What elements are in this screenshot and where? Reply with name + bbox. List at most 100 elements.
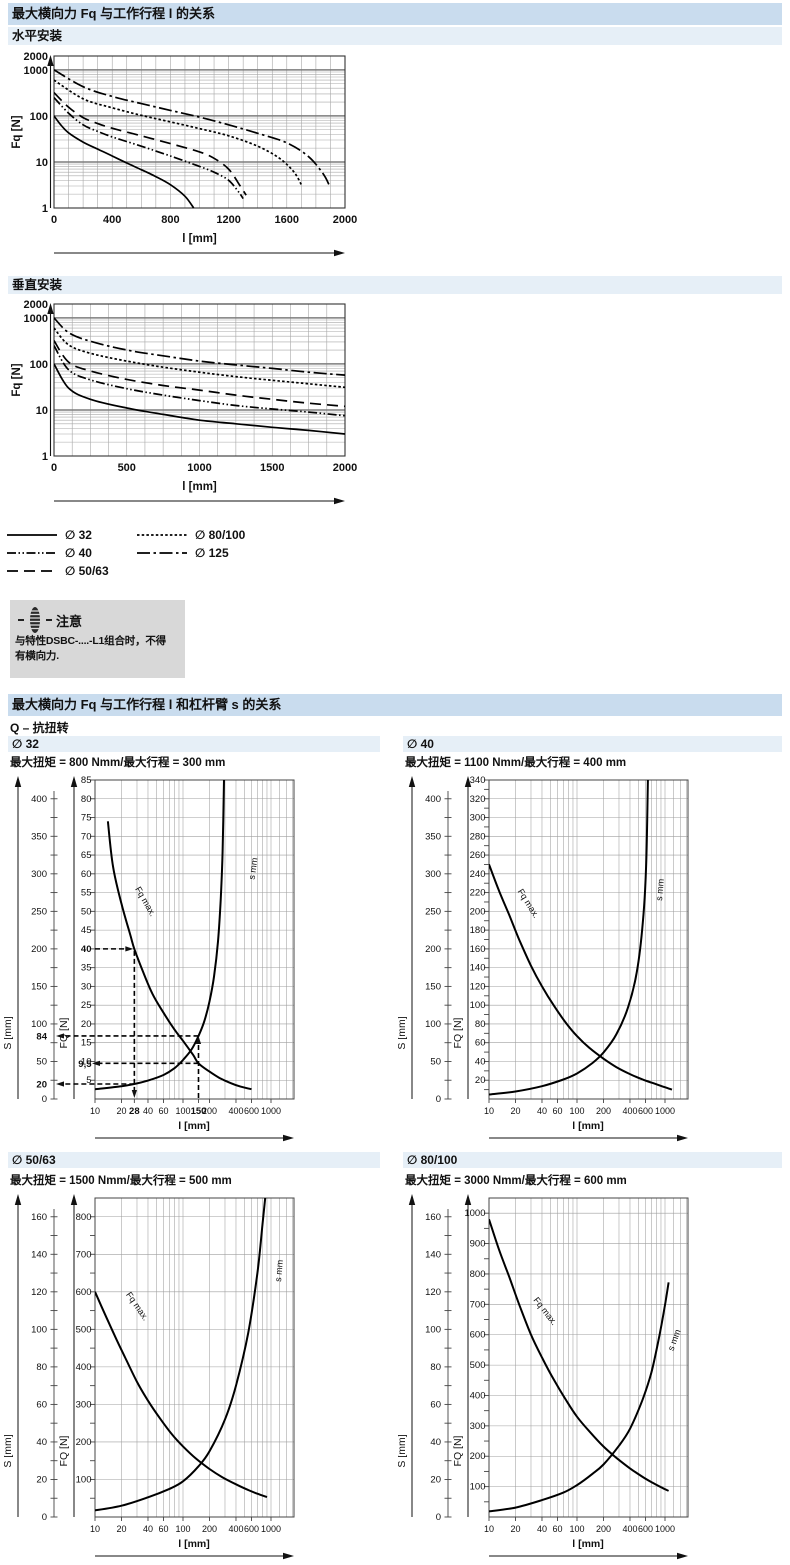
svg-text:l [mm]: l [mm] — [182, 233, 217, 245]
chart-caption-d32: 最大扭矩 = 800 Nmm/最大行程 = 300 mm — [10, 757, 226, 769]
svg-text:40: 40 — [430, 1437, 441, 1448]
svg-text:40: 40 — [81, 944, 92, 955]
svg-text:160: 160 — [470, 944, 486, 955]
svg-text:FQ [N]: FQ [N] — [58, 1435, 70, 1466]
svg-text:Fq max.: Fq max. — [516, 887, 542, 920]
q32-plot: 0501001502002503003504008420S [mm]510152… — [2, 775, 295, 1142]
line-style-dashdot-icon — [137, 552, 187, 554]
subheader-anti-rotation: Q – 抗扭转 — [10, 721, 69, 735]
svg-text:20: 20 — [36, 1474, 47, 1485]
svg-text:180: 180 — [470, 925, 486, 936]
legend-item-d40: ∅ 40 — [6, 546, 92, 560]
chart-caption-d80100: 最大扭矩 = 3000 Nmm/最大行程 = 600 mm — [405, 1175, 627, 1187]
svg-text:300: 300 — [31, 869, 47, 880]
svg-text:340: 340 — [470, 775, 486, 786]
note-line-2: 有横向力. — [15, 650, 59, 662]
svg-text:700: 700 — [470, 1299, 486, 1310]
svg-text:40: 40 — [143, 1106, 153, 1116]
legend-label: ∅ 80/100 — [195, 528, 246, 542]
svg-text:700: 700 — [76, 1249, 92, 1260]
svg-text:0: 0 — [436, 1512, 441, 1523]
svg-text:1600: 1600 — [275, 214, 299, 226]
horizontal-mounting-chart: 2000 1000 100 10 1 Fq [N] 0 400 800 1200 1600 2000 l… — [4, 48, 360, 269]
svg-text:140: 140 — [470, 963, 486, 974]
svg-text:0: 0 — [51, 214, 57, 226]
svg-text:200: 200 — [596, 1106, 611, 1116]
section-title-fq-vs-stroke: 最大横向力 Fq 与工作行程 l 的关系 — [8, 3, 782, 25]
svg-text:50: 50 — [36, 1056, 47, 1067]
svg-text:1: 1 — [42, 451, 48, 463]
legend-item-d5063: ∅ 50/63 — [6, 564, 109, 578]
svg-text:0: 0 — [42, 1512, 47, 1523]
svg-text:Fq [N]: Fq [N] — [11, 363, 23, 396]
svg-text:400: 400 — [425, 794, 441, 805]
svg-text:85: 85 — [81, 775, 92, 786]
svg-text:600: 600 — [244, 1106, 259, 1116]
q5063-plot: 0 20 40 60 80 100 120 140 160 S [mm] 100 200 300 400 5… — [2, 1194, 295, 1560]
svg-text:20: 20 — [116, 1106, 126, 1116]
svg-text:45: 45 — [81, 925, 92, 936]
svg-text:400: 400 — [76, 1362, 92, 1373]
svg-text:200: 200 — [76, 1437, 92, 1448]
svg-text:60: 60 — [475, 1038, 486, 1049]
svg-text:100: 100 — [76, 1474, 92, 1485]
svg-text:28: 28 — [129, 1106, 140, 1117]
svg-text:400: 400 — [103, 214, 121, 226]
svg-text:20: 20 — [36, 1079, 47, 1090]
svg-text:1000: 1000 — [187, 462, 211, 474]
svg-text:120: 120 — [31, 1287, 47, 1298]
svg-text:900: 900 — [470, 1239, 486, 1250]
svg-text:600: 600 — [470, 1330, 486, 1341]
svg-text:20: 20 — [116, 1524, 126, 1534]
svg-text:20: 20 — [81, 1019, 92, 1030]
svg-text:200: 200 — [425, 944, 441, 955]
svg-text:l [mm]: l [mm] — [572, 1120, 604, 1132]
svg-text:600: 600 — [244, 1524, 259, 1534]
chart-label-d40: ∅ 40 — [403, 736, 782, 752]
svg-text:140: 140 — [425, 1249, 441, 1260]
legend-label: ∅ 32 — [65, 528, 92, 542]
svg-text:40: 40 — [537, 1524, 547, 1534]
svg-text:S [mm]: S [mm] — [4, 1434, 14, 1467]
svg-text:120: 120 — [425, 1287, 441, 1298]
svg-text:100: 100 — [30, 359, 48, 371]
q40-plot: 0 50 100 150 200 250 300 350 400 S [mm] 20 40 60 80 10… — [396, 775, 689, 1142]
note-title: 注意 — [56, 614, 83, 629]
svg-text:250: 250 — [425, 906, 441, 917]
legend-item-d32: ∅ 32 — [6, 528, 92, 542]
svg-text:1000: 1000 — [261, 1106, 281, 1116]
svg-text:600: 600 — [638, 1106, 653, 1116]
svg-text:100: 100 — [425, 1019, 441, 1030]
svg-text:100: 100 — [31, 1019, 47, 1030]
svg-text:400: 400 — [622, 1106, 637, 1116]
svg-text:800: 800 — [470, 1269, 486, 1280]
note-box: 注意 与特性DSBC-....-L1组合时，不得 有横向力. — [10, 600, 185, 678]
svg-text:Fq [N]: Fq [N] — [11, 115, 23, 148]
svg-text:150: 150 — [191, 1106, 207, 1117]
svg-text:200: 200 — [202, 1524, 217, 1534]
d5063-torque-chart: 0 20 40 60 80 100 120 140 160 S [mm] 100 200 300 400 5… — [2, 1191, 392, 1565]
legend-label: ∅ 40 — [65, 546, 92, 560]
legend-item-d80100: ∅ 80/100 — [136, 528, 245, 542]
svg-text:800: 800 — [161, 214, 179, 226]
svg-text:30: 30 — [81, 981, 92, 992]
svg-text:S [mm]: S [mm] — [398, 1016, 408, 1049]
legend-label: ∅ 125 — [195, 546, 229, 560]
section-title-fq-stroke-lever: 最大横向力 Fq 与工作行程 l 和杠杆臂 s 的关系 — [8, 694, 782, 716]
svg-text:100: 100 — [569, 1106, 584, 1116]
svg-text:10: 10 — [484, 1106, 494, 1116]
svg-text:60: 60 — [158, 1524, 168, 1534]
svg-text:1500: 1500 — [260, 462, 284, 474]
svg-text:120: 120 — [470, 981, 486, 992]
svg-text:10: 10 — [90, 1524, 100, 1534]
svg-text:50: 50 — [430, 1056, 441, 1067]
svg-text:60: 60 — [81, 869, 92, 880]
svg-text:9,5: 9,5 — [78, 1059, 92, 1070]
svg-text:20: 20 — [430, 1474, 441, 1485]
svg-text:300: 300 — [470, 1421, 486, 1432]
svg-text:1000: 1000 — [655, 1524, 675, 1534]
svg-text:0: 0 — [436, 1094, 441, 1105]
d32-torque-chart: 0501001502002503003504008420S [mm]510152… — [2, 773, 392, 1152]
d40-torque-chart: 0 50 100 150 200 250 300 350 400 S [mm] 20 40 60 80 10… — [396, 773, 786, 1152]
